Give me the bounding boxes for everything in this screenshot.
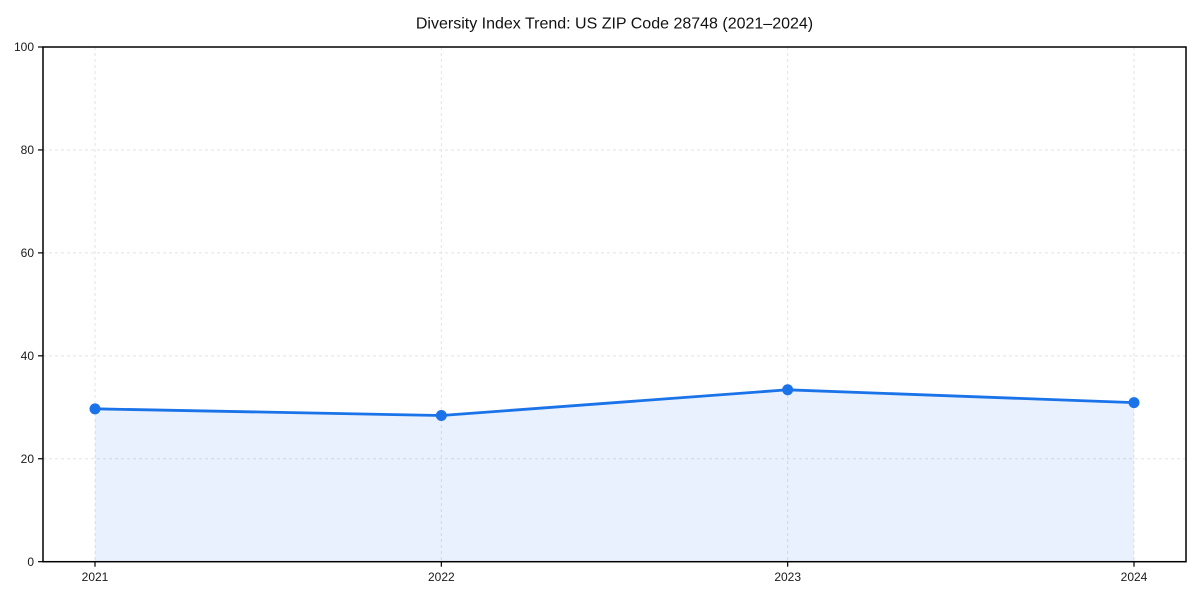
data-point-2021 — [89, 403, 101, 415]
x-tick-label-2022: 2022 — [428, 570, 455, 584]
x-tick-label-2023: 2023 — [774, 570, 801, 584]
data-point-2022 — [435, 410, 447, 422]
x-tick-label-2024: 2024 — [1121, 570, 1148, 584]
data-point-2023 — [782, 384, 794, 396]
y-tick-label: 20 — [21, 452, 35, 466]
y-tick-label: 100 — [14, 40, 34, 54]
area-fill — [95, 389, 1134, 562]
axis-ticks — [38, 46, 1135, 567]
plot-frame — [42, 46, 1187, 563]
y-tick-label: 60 — [21, 246, 35, 260]
chart-title: Diversity Index Trend: US ZIP Code 28748… — [416, 16, 813, 33]
y-tick-label: 0 — [27, 555, 34, 569]
axis-tick-labels: 0 20 40 60 80 100 2021 2022 2023 2024 — [14, 40, 1148, 584]
trend-line — [93, 388, 1136, 417]
x-tick-label-2021: 2021 — [82, 570, 109, 584]
data-points — [89, 384, 1140, 422]
y-tick-label: 80 — [21, 143, 35, 157]
y-tick-label: 40 — [21, 349, 35, 363]
data-point-2024 — [1128, 397, 1140, 409]
